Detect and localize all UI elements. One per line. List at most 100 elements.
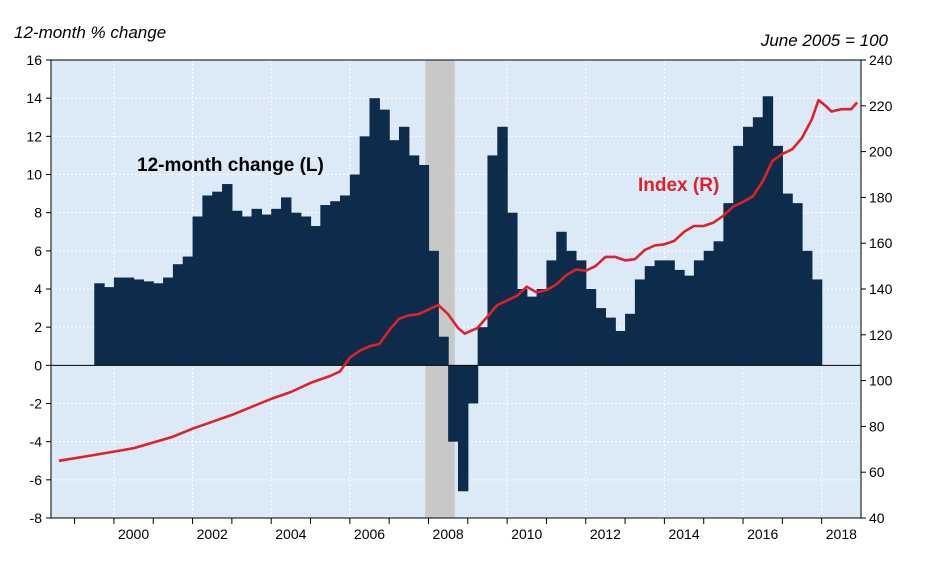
left-tick-label: -6 [30,472,43,488]
right-tick-label: 240 [869,52,893,68]
bar [802,250,813,366]
bar [693,260,705,366]
left-tick-label: -4 [30,434,43,450]
bar [487,155,498,366]
bar [300,216,312,366]
bar [467,365,479,404]
x-tick-label: 2006 [354,526,385,542]
bar [703,250,715,366]
left-tick-label: 12 [26,128,42,144]
right-tick-label: 180 [869,189,893,205]
bar [408,155,420,366]
bar [143,281,154,366]
bar [684,275,695,366]
bar [625,313,636,366]
bar [182,256,194,366]
bar [634,279,646,366]
bar [526,296,538,366]
annotation-bars: 12-month change (L) [137,155,324,176]
bar [231,210,243,366]
left-tick-label: -2 [30,396,43,412]
bar [418,164,430,366]
x-tick-label: 2002 [197,526,228,542]
bar [94,283,105,366]
bar [585,289,597,366]
x-axis: 2000 2002 2004 2006 2008 2010 2012 2014 2016 2018 [74,518,857,542]
left-tick-label: 10 [26,167,42,183]
bar [556,231,567,366]
x-tick-label: 2008 [433,526,464,542]
bar [359,136,371,366]
bar [772,145,783,366]
bar-series [94,96,823,492]
bar [615,330,626,366]
bar [340,195,351,366]
bar [271,208,282,366]
right-tick-label: 140 [869,281,893,297]
bar [113,277,125,366]
index-line [58,98,859,463]
bar [389,140,400,366]
bar [457,365,469,492]
bar [281,197,292,366]
bar [379,109,390,366]
right-tick-label: 220 [869,98,893,114]
bar [546,260,557,366]
bar [251,208,262,366]
bar [507,212,518,366]
left-tick-label: 8 [34,205,42,221]
left-tick-label: 4 [34,281,42,297]
bar [536,289,548,366]
bar [762,96,774,366]
left-tick-label: 16 [26,52,42,68]
right-tick-label: 160 [869,235,893,251]
bar [290,212,302,366]
right-axis-title: June 2005 = 100 [760,31,889,50]
x-tick-label: 2000 [118,526,149,542]
bar [595,308,607,366]
bar [448,365,459,442]
bar [664,260,675,366]
left-tick-label: 14 [26,90,42,106]
bar [792,203,803,366]
bar [438,336,449,366]
right-tick-label: 60 [869,464,885,480]
x-tick-label: 2012 [590,526,621,542]
bar [713,241,724,366]
annotation-index: Index (R) [638,175,719,196]
bar [163,277,174,366]
bar [477,327,489,366]
left-tick-label: 2 [34,319,42,335]
bar [733,145,744,366]
right-tick-label: 100 [869,373,893,389]
right-tick-label: 120 [869,327,893,343]
x-tick-label: 2018 [826,526,857,542]
bar [123,277,135,366]
bar [320,205,331,366]
bar [752,117,764,366]
bar [674,269,685,366]
bar [516,289,528,366]
bar [497,126,508,366]
x-tick-label: 2016 [747,526,778,542]
left-tick-label: 0 [34,357,42,373]
bar [743,126,754,366]
right-axis: 240 220 200 180 160 140 120 100 80 60 40 [861,52,893,526]
bar [261,214,272,366]
x-tick-label: 2004 [275,526,306,542]
bar [241,216,253,366]
right-tick-label: 200 [869,144,893,160]
bar [782,193,793,366]
bar [172,264,184,366]
bar [349,174,361,366]
bar [723,203,734,366]
bar [202,195,213,366]
bar [575,260,587,366]
bar [369,98,380,366]
bar [133,279,145,366]
bar [566,250,577,366]
left-tick-label: 6 [34,243,42,259]
bar [654,260,665,366]
bar [605,317,616,366]
